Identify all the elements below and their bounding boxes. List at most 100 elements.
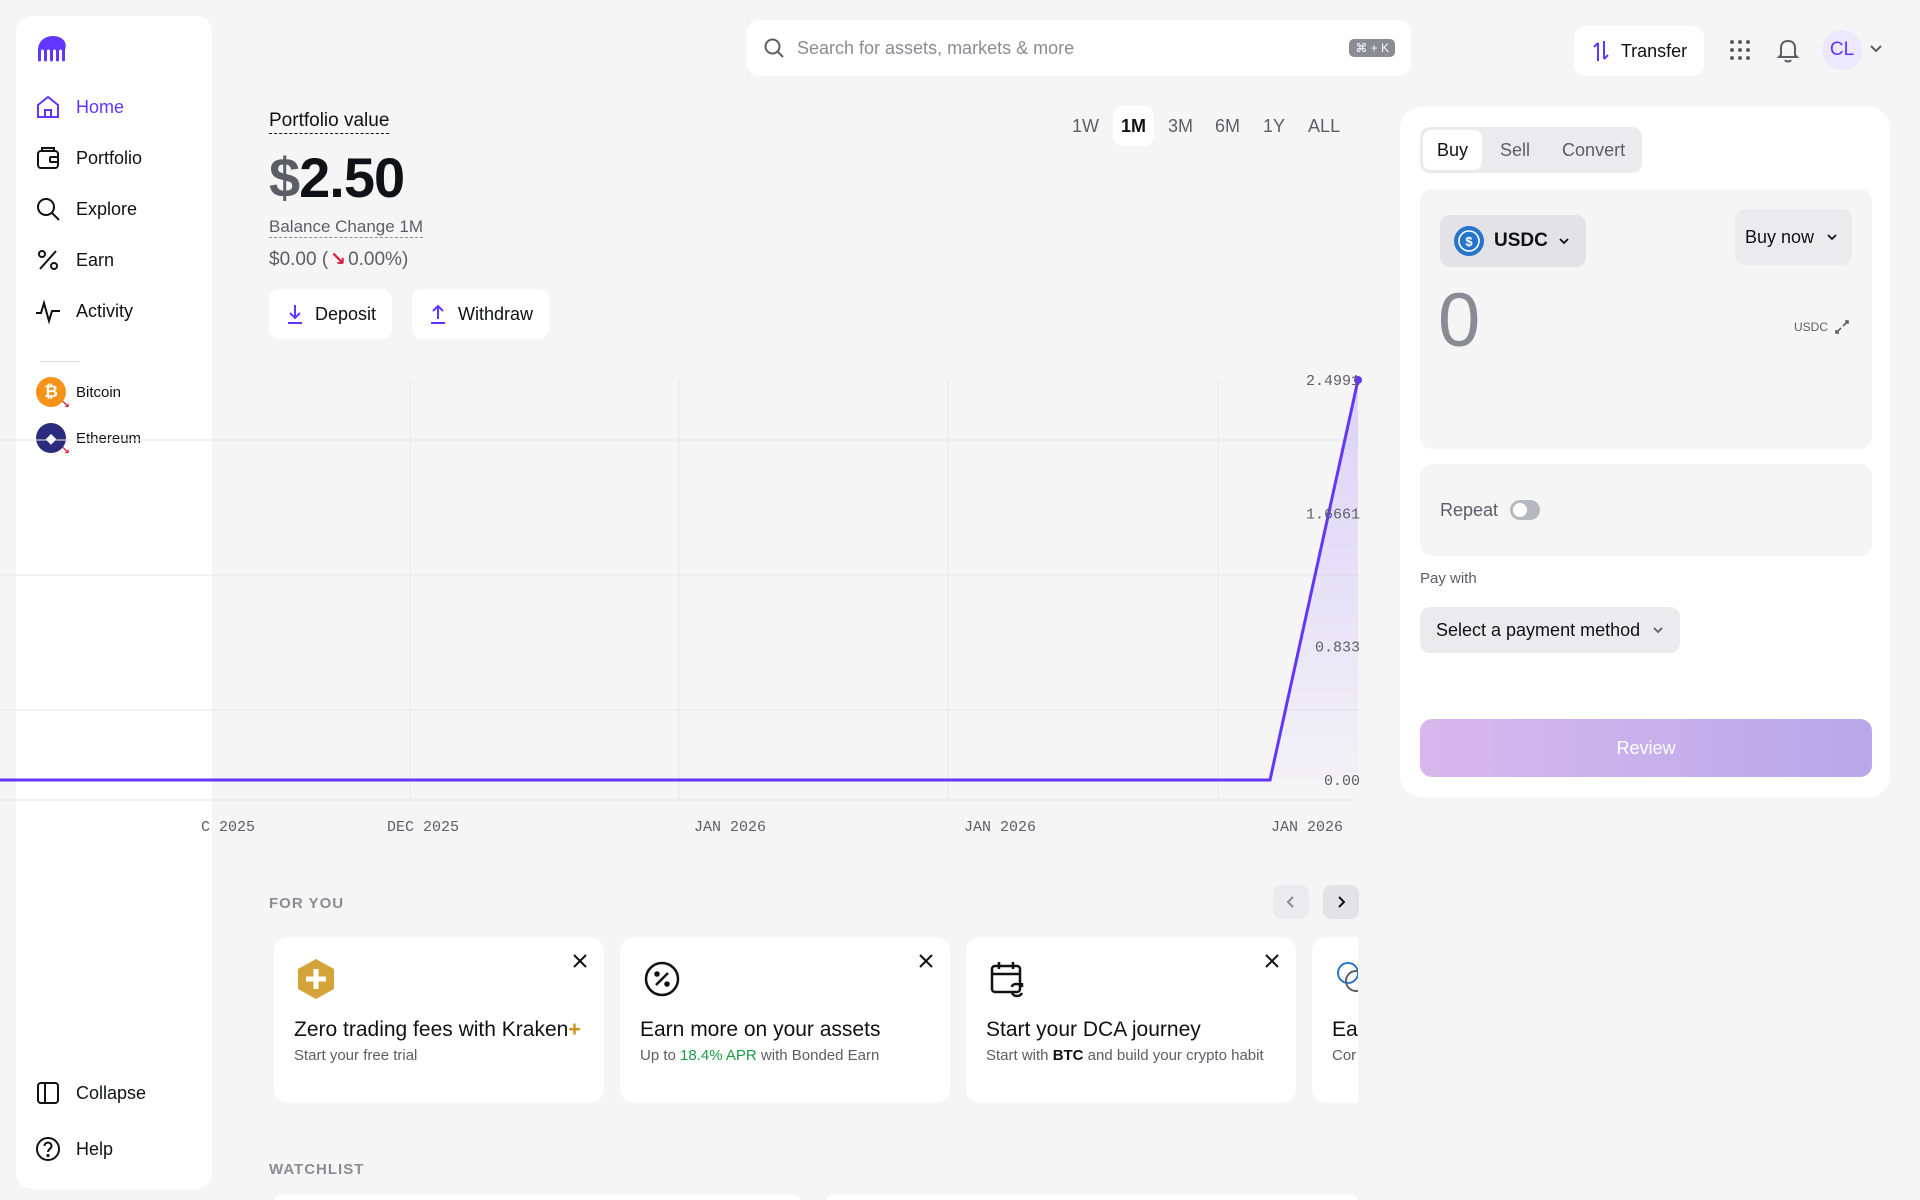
chevron-down-icon [1559,238,1569,245]
transfer-button[interactable]: Transfer [1574,26,1704,76]
deposit-button[interactable]: Deposit [269,289,393,339]
nav-label: Explore [76,198,138,219]
promo-card[interactable]: Zero trading fees with Kraken+ Start you… [274,937,604,1103]
unit-switch[interactable]: USDC [1794,319,1850,335]
avatar[interactable]: CL [1822,30,1862,70]
chevron-down-icon [1827,234,1837,241]
apps-grid-icon[interactable] [1726,36,1754,64]
asset-label: Ethereum [76,429,142,447]
y-tick-label: 2.4991 [1306,373,1360,390]
help-label: Help [76,1138,114,1159]
card-subtitle: Start your free trial [294,1047,418,1064]
repeat-toggle[interactable] [1510,500,1541,520]
close-icon[interactable] [1262,951,1282,971]
sidebar-asset-bitcoin[interactable]: ₿ ↘ Bitcoin [36,374,122,411]
calendar-repeat-icon [990,962,1024,998]
nav-home[interactable]: Home [34,87,198,127]
range-all[interactable]: ALL [1308,115,1341,136]
help-button[interactable]: Help [34,1129,198,1169]
swap-arrows-icon [1835,320,1849,334]
payment-placeholder: Select a payment method [1436,619,1641,640]
nav-activity[interactable]: Activity [34,291,198,331]
withdraw-button[interactable]: Withdraw [412,289,550,339]
chevron-right-icon [1338,896,1346,908]
nav-label: Activity [76,300,134,321]
promo-card[interactable]: Ear Cor [1312,937,1358,1103]
sidebar-asset-ethereum[interactable]: ◆ ↘ Ethereum [36,420,142,457]
home-icon [37,95,59,118]
close-icon[interactable] [570,951,590,971]
bitcoin-icon: ₿ ↘ [36,377,70,411]
nav-label: Earn [76,249,115,270]
review-button[interactable]: Review [1420,719,1872,777]
chevron-down-icon[interactable] [1868,40,1884,56]
time-range-selector: 1W 1M 3M 6M 1Y ALL [1064,106,1348,146]
y-tick-label: 0.00 [1324,773,1360,790]
asset-selector[interactable]: $ USDC [1440,215,1586,267]
search-input[interactable]: Search for assets, markets & more ⌘ + K [747,20,1411,76]
range-1m[interactable]: 1M [1113,106,1155,146]
card-title: Zero trading fees with Kraken+ [294,1018,581,1041]
nav-explore[interactable]: Explore [34,189,198,229]
repeat-label: Repeat [1440,499,1499,520]
x-tick-label: JAN 2026 [964,819,1036,836]
portfolio-chart[interactable]: 2.4991 1.6661 0.833 0.00 C 2025 DEC 2025 JAN … [0,360,1380,840]
tab-sell[interactable]: Sell [1500,139,1531,160]
search-icon [764,38,784,58]
asset-label: Bitcoin [76,383,122,401]
collapse-button[interactable]: Collapse [34,1073,198,1113]
kraken-logo[interactable] [36,34,70,64]
repeat-section: Repeat [1420,464,1872,556]
ethereum-icon: ◆ ↘ [36,423,70,457]
watchlist-card[interactable] [274,1195,800,1200]
amount-section: $ USDC Buy now 0 USDC [1420,189,1872,449]
shortcut-badge: ⌘ + K [1349,39,1395,57]
percent-badge-icon [644,961,680,997]
y-tick-label: 0.833 [1315,640,1360,657]
balance-change-label[interactable]: Balance Change 1M [269,217,424,238]
tab-convert[interactable]: Convert [1562,139,1626,160]
range-1w[interactable]: 1W [1072,115,1099,136]
order-type-selector[interactable]: Buy now [1734,209,1852,265]
portfolio-value-label[interactable]: Portfolio value [269,110,390,134]
range-6m[interactable]: 6M [1215,115,1241,136]
nav-earn[interactable]: Earn [34,240,198,280]
transfer-label: Transfer [1620,40,1688,61]
tab-buy[interactable]: Buy [1423,130,1483,170]
search-icon [37,198,60,221]
carousel-prev-button[interactable] [1273,885,1309,919]
card-title: Earn more on your assets [640,1018,881,1041]
nav-portfolio[interactable]: Portfolio [34,138,198,178]
card-subtitle: Up to 18.4% APR with Bonded Earn [640,1047,880,1064]
nav-divider [40,361,80,362]
payment-method-select[interactable]: Select a payment method [1420,607,1681,653]
range-1y[interactable]: 1Y [1263,115,1286,136]
promo-card[interactable]: Start your DCA journey Start with BTC an… [966,937,1296,1103]
bell-icon[interactable] [1774,36,1802,64]
x-tick-label: JAN 2026 [694,819,766,836]
x-tick-label: DEC 2025 [387,819,459,836]
nav-label: Home [76,96,125,117]
nav-label: Portfolio [76,147,143,168]
amount-input[interactable]: 0 [1438,278,1481,363]
range-3m[interactable]: 3M [1168,115,1194,136]
coins-icon [1337,962,1358,992]
card-title: Start your DCA journey [986,1018,1201,1041]
promo-card[interactable]: Earn more on your assets Up to 18.4% APR… [620,937,950,1103]
trade-panel: Buy Sell Convert $ USDC Buy now 0 USDC R… [1400,107,1890,797]
collapse-icon [37,1082,59,1104]
pay-with-label: Pay with [1420,570,1477,587]
for-you-carousel: Zero trading fees with Kraken+ Start you… [274,937,1358,1103]
activity-icon [36,299,60,325]
wallet-icon [37,147,59,169]
watchlist-label: WATCHLIST [269,1161,365,1178]
carousel-next-button[interactable] [1323,885,1359,919]
card-subtitle: Start with BTC and build your crypto hab… [986,1047,1264,1064]
watchlist-card[interactable] [826,1195,1358,1200]
y-tick-label: 1.6661 [1306,506,1360,523]
chart-endpoint [1354,376,1362,384]
upload-icon [431,304,445,324]
close-icon[interactable] [916,951,936,971]
balance-change: $0.00 (↘ 0.00%) [269,248,409,271]
unit-label: USDC [1793,320,1828,334]
